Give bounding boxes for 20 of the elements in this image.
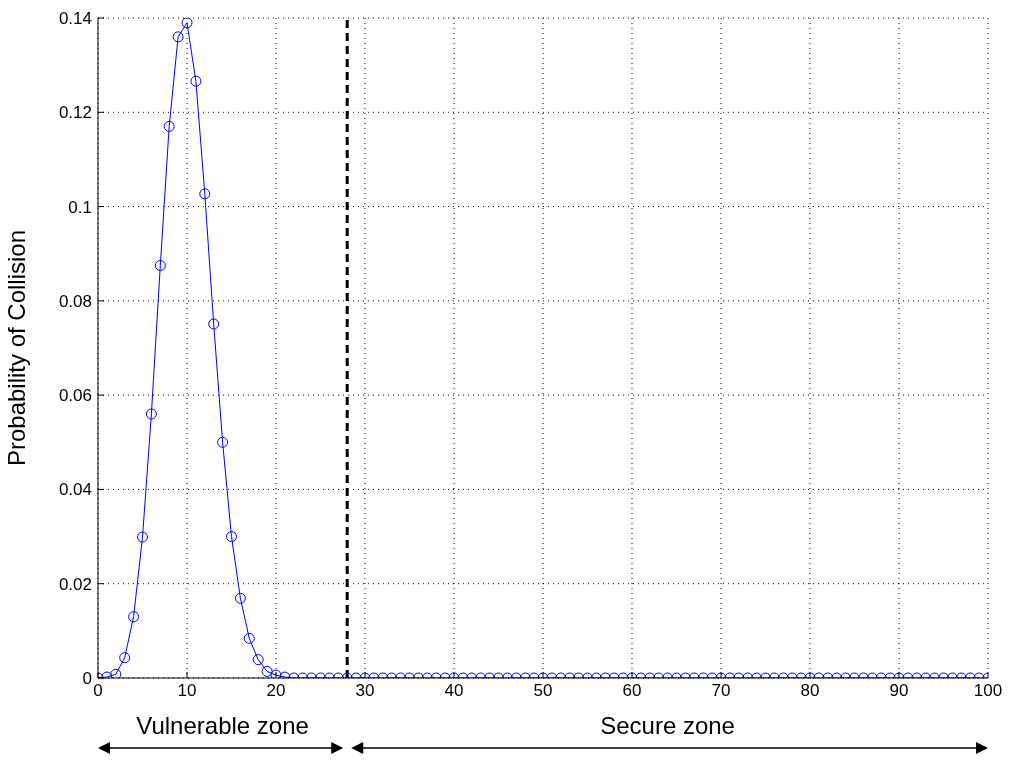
x-tick-label: 10 [177,681,197,701]
y-tick-label: 0.14 [58,9,92,29]
y-tick-label: 0.1 [68,197,92,217]
x-tick-label: 60 [622,681,642,701]
y-tick-label: 0.06 [58,386,92,406]
x-tick-label: 40 [444,681,464,701]
x-tick-label: 20 [266,681,286,701]
y-tick-label: 0.02 [58,574,92,594]
x-tick-label: 100 [973,681,1003,701]
x-tick-label: 80 [800,681,820,701]
y-axis-title: Probability of Collision [2,229,30,467]
y-tick-label: 0.08 [58,291,92,311]
x-tick-label: 50 [533,681,553,701]
x-tick-label: 90 [889,681,909,701]
text: Secure zone [600,712,735,739]
x-tick-label: 70 [711,681,731,701]
text: Vulnerable zone [136,712,309,739]
y-tick-label: 0.04 [58,480,92,500]
x-tick-label: 30 [355,681,375,701]
y-tick-label: 0.12 [58,103,92,123]
